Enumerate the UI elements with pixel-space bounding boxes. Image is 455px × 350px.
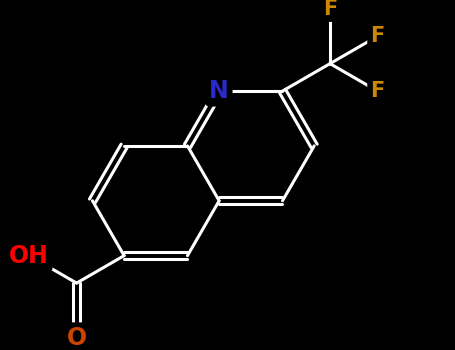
Text: F: F xyxy=(323,0,337,19)
Text: F: F xyxy=(370,81,384,101)
Text: O: O xyxy=(66,326,87,350)
Text: N: N xyxy=(209,79,229,103)
Text: OH: OH xyxy=(9,244,49,268)
Text: F: F xyxy=(370,26,384,46)
